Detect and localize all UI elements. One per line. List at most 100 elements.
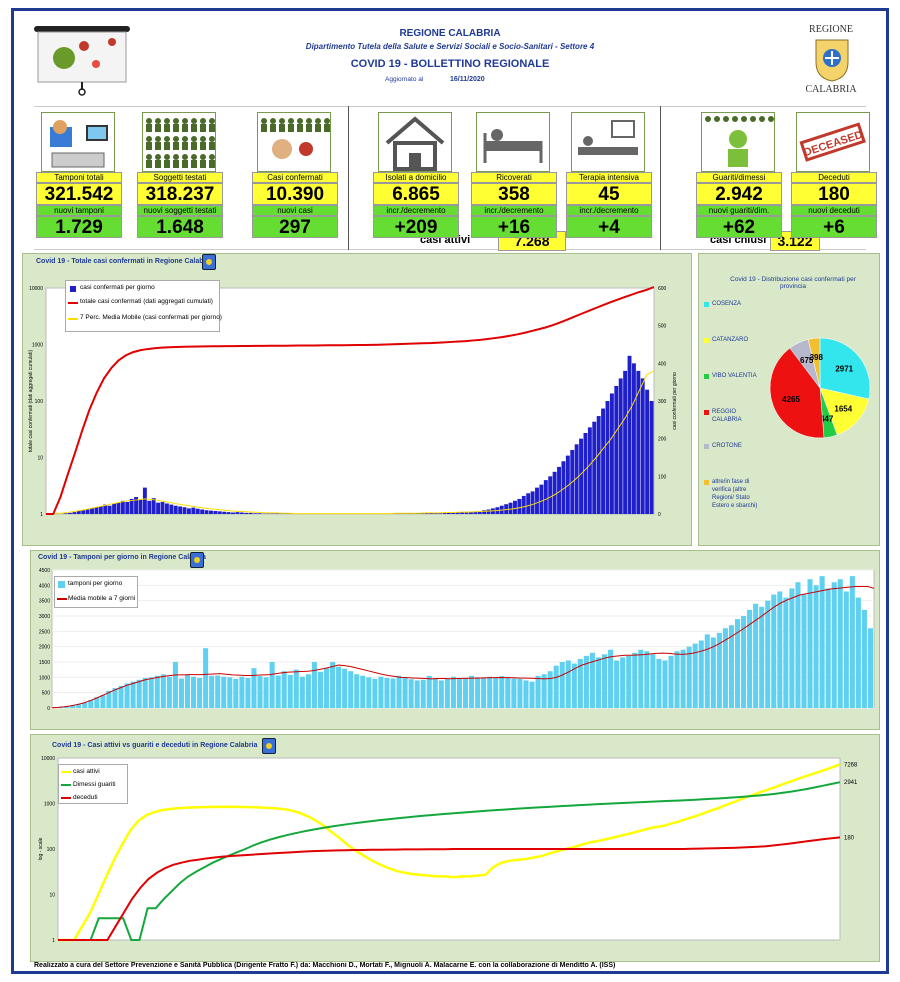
daily-cases-bar: [63, 513, 68, 514]
daily-cases-bar: [460, 512, 465, 514]
pie-value-label: 1654: [834, 404, 852, 413]
updated-label: Aggiornato al: [385, 76, 424, 83]
daily-cases-bar: [164, 503, 169, 514]
daily-cases-bar: [424, 513, 429, 514]
daily-cases-bar: [438, 513, 443, 514]
tile-illustration: [571, 112, 645, 172]
daily-cases-bar: [142, 487, 147, 514]
daily-cases-bar: [72, 512, 77, 514]
outcomes-chart: 1 10 100 1000 10000 log - scale 7268 2941 180: [38, 756, 858, 944]
swab-bar: [360, 675, 366, 708]
tile-value: 358: [471, 183, 557, 205]
outcomes-legend: casi attivi Dimessi guariti deceduti: [58, 764, 128, 804]
daily-cases-bar: [217, 511, 222, 514]
swab-bar: [747, 609, 753, 708]
tile-label: Ricoverati: [471, 172, 557, 183]
swab-bar: [287, 674, 293, 708]
swab-bar: [414, 680, 420, 708]
swabs-moving-average-line: [51, 586, 875, 709]
updated-date: 16/11/2020: [450, 76, 485, 83]
swab-bar: [293, 669, 299, 708]
tile-label: Soggetti testati: [137, 172, 223, 183]
swab-bar: [342, 668, 348, 708]
cumulative-cases-line: [46, 286, 655, 515]
swabs-legend: tamponi per giorno Media mobile a 7 gior…: [54, 576, 138, 608]
deceased-stamp-icon: DECEASED: [799, 122, 866, 162]
tile-label: Tamponi totali: [36, 172, 122, 183]
daily-cases-bar: [486, 509, 491, 514]
province-legend-swatch: [704, 480, 709, 485]
swab-bar: [281, 671, 287, 708]
swab-bar: [305, 674, 311, 708]
daily-cases-bar: [627, 355, 632, 514]
swab-bar: [734, 619, 741, 708]
daily-cases-bar: [609, 393, 614, 514]
swab-bar: [481, 677, 487, 708]
swab-bar: [100, 695, 106, 708]
daily-cases-bar: [504, 504, 509, 514]
swab-bar: [493, 677, 499, 708]
swab-bar: [753, 603, 759, 708]
daily-cases-bar: [156, 502, 161, 514]
y-tick-label: 4500: [39, 568, 50, 574]
swab-bar: [831, 582, 837, 708]
swab-bar: [378, 676, 384, 708]
swab-bar: [710, 637, 716, 708]
y-tick-label: 3500: [39, 599, 50, 605]
recovered-line: [58, 781, 841, 941]
swab-bar: [589, 652, 595, 708]
y2-tick-label: 600: [658, 286, 667, 292]
tile-label: Deceduti: [791, 172, 877, 183]
tile-illustration: [476, 112, 550, 172]
legend-swatch-recovered: [61, 784, 71, 786]
swab-bar: [638, 649, 644, 708]
recovered-person-icon: [705, 116, 774, 167]
legend-active: casi attivi: [73, 768, 100, 775]
y2-tick-label: 500: [658, 324, 667, 330]
y-tick-label: 1000: [32, 343, 43, 349]
tile-illustration: [257, 112, 331, 172]
swabs-chart: 0 500 1000 1500 2000 2500 3000 3500 4000 4500: [39, 568, 875, 712]
swab-bar: [505, 677, 511, 708]
y-tick-label: 1000: [44, 802, 55, 808]
active-cases-line: [58, 763, 841, 942]
daily-cases-bar: [200, 509, 205, 514]
legend-deceased: deceduti: [73, 794, 98, 801]
series-end-label: 7268: [844, 762, 858, 768]
tile-illustration: [142, 112, 216, 172]
swab-bar: [777, 591, 783, 708]
tile-sub-label: nuovi soggetti testati: [137, 205, 223, 216]
swab-bar: [577, 658, 583, 708]
swab-bar: [650, 654, 656, 708]
swab-bar: [330, 662, 336, 708]
tile-sub-value: +6: [791, 216, 877, 238]
daily-cases-bar: [169, 504, 174, 514]
daily-cases-bar: [473, 511, 478, 514]
y-tick-label: 3000: [39, 614, 50, 620]
swab-bar: [632, 652, 638, 708]
legend-swatch-cumulative: [68, 302, 78, 304]
daily-cases-bar: [455, 512, 460, 514]
daily-cases-bar: [605, 401, 610, 514]
swab-bar: [64, 706, 70, 708]
swab-bar: [70, 705, 76, 708]
swab-bar: [184, 674, 191, 708]
daily-cases-bar: [433, 513, 438, 514]
swab-bar: [608, 649, 614, 708]
swab-bar: [861, 609, 867, 708]
swab-bar: [716, 632, 722, 708]
swab-bar: [426, 675, 432, 708]
y-tick-label: 10000: [29, 286, 43, 292]
pie-value-label: 398: [810, 353, 824, 362]
cases-legend: casi confermati per giorno totale casi c…: [65, 280, 222, 332]
daily-cases-bar: [213, 510, 218, 514]
swab-bar: [221, 676, 227, 708]
region-emblem-icon-3: [262, 738, 276, 754]
swabs-chart-title: Covid 19 - Tamponi per giorno in Regione…: [38, 554, 206, 561]
swab-bar: [112, 688, 118, 708]
tile-sub-label: nuovi deceduti: [791, 205, 877, 216]
tile-value: 318.237: [137, 183, 223, 205]
daily-cases-bar: [530, 491, 535, 514]
swab-bar: [118, 685, 124, 708]
swab-bar: [620, 657, 626, 708]
